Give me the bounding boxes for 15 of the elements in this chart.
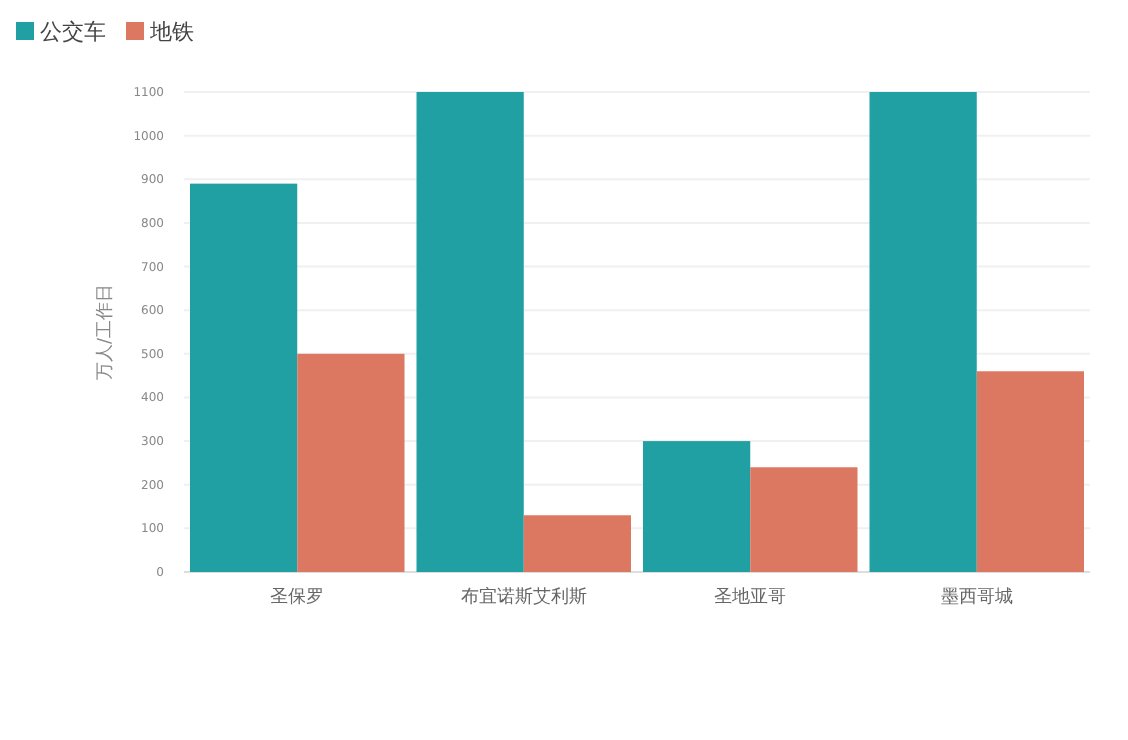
bar [416,92,524,572]
legend-label: 地铁 [148,19,194,45]
bar [869,92,977,572]
bar [643,441,751,572]
bar [523,515,631,572]
legend-label: 公交车 [40,19,106,45]
x-tick-label: 布宜诺斯艾利斯 [460,586,587,608]
bar [976,371,1084,572]
bar [190,183,298,572]
x-tick-label: 圣保罗 [270,586,325,608]
bar [297,353,405,572]
x-tick-label: 圣地亚哥 [714,586,787,608]
x-tick-label: 墨西哥城 [940,586,1013,608]
bar [750,467,858,572]
y-axis-title: 万人/工作日 [94,283,116,381]
